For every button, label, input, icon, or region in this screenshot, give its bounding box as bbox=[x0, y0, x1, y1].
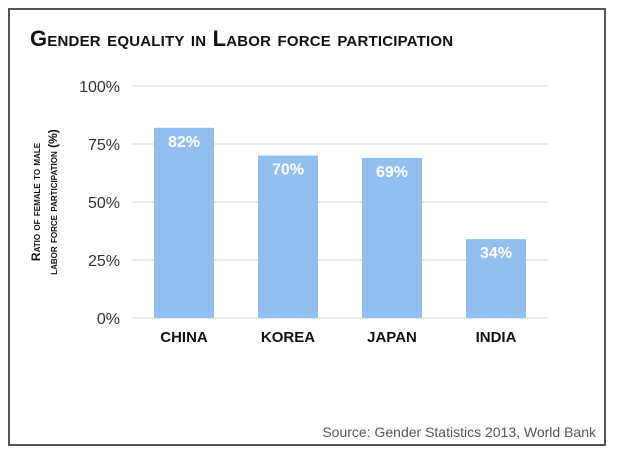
x-tick-label: JAPAN bbox=[367, 329, 417, 346]
bar-value-label: 82% bbox=[168, 134, 200, 151]
chart-title: Gender equality in Labor force participa… bbox=[30, 26, 454, 51]
x-tick-label: KOREA bbox=[261, 329, 315, 346]
bar-value-label: 34% bbox=[480, 245, 512, 262]
y-tick-label: 75% bbox=[88, 137, 120, 154]
y-tick-label: 100% bbox=[79, 79, 120, 96]
bar bbox=[466, 239, 526, 318]
y-tick-label: 50% bbox=[88, 195, 120, 212]
y-axis-label: labor force participation (%) bbox=[46, 129, 60, 275]
bar bbox=[154, 127, 214, 318]
source-note: Source: Gender Statistics 2013, World Ba… bbox=[322, 424, 596, 440]
bar-value-label: 69% bbox=[376, 164, 408, 181]
bar bbox=[258, 155, 318, 318]
x-tick-label: INDIA bbox=[476, 329, 517, 346]
y-tick-label: 25% bbox=[88, 253, 120, 270]
y-axis-label: Ratio of female to male bbox=[29, 142, 43, 261]
x-tick-label: CHINA bbox=[160, 329, 208, 346]
y-tick-label: 0% bbox=[97, 311, 120, 328]
bar-value-label: 70% bbox=[272, 162, 304, 179]
bar bbox=[362, 157, 422, 318]
